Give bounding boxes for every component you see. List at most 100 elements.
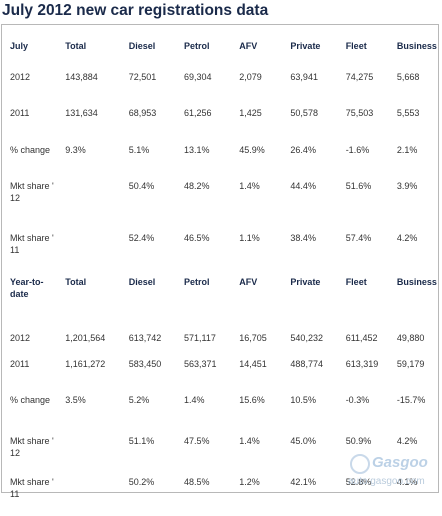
- table-cell: 540,232: [290, 333, 323, 343]
- table-cell: [57, 232, 120, 276]
- table-cell: 49,880: [396, 333, 425, 343]
- table-cell: 51.1%: [128, 436, 155, 446]
- table-cell: 571,117: [183, 333, 216, 343]
- row-label: 2012: [10, 333, 31, 343]
- table-cell: 5.2%: [128, 395, 150, 405]
- table-cell: 4.1%: [396, 477, 418, 487]
- row-label: 2011: [10, 108, 30, 118]
- table-cell: 143,884: [65, 72, 98, 82]
- table-cell: 57.4%: [345, 233, 372, 243]
- table-cell: 4.2%: [396, 436, 418, 446]
- table-cell: 16,705: [239, 333, 267, 343]
- table-cell: 59,179: [396, 359, 425, 369]
- table-cell: 74,275: [345, 72, 374, 82]
- table-header-row: Year-to-date Total Diesel Petrol AFV Pri…: [2, 276, 438, 332]
- table-cell: 10.5%: [290, 395, 316, 405]
- table-cell: 50.2%: [128, 477, 155, 487]
- table-frame: [1, 24, 439, 493]
- header-cell: Fleet: [345, 277, 367, 287]
- table-cell: -15.7%: [396, 395, 426, 405]
- table-cell: 5,553: [396, 108, 420, 118]
- table-cell: 15.6%: [239, 395, 265, 405]
- header-cell: Year-to-date: [10, 277, 44, 299]
- header-cell: Total: [65, 41, 87, 51]
- table-cell: 68,953: [128, 108, 157, 118]
- table-row: 2012 1,201,564 613,742 571,117 16,705 54…: [2, 332, 438, 358]
- row-label: 2011: [10, 359, 30, 369]
- table-cell: 50.9%: [345, 436, 372, 446]
- table-cell: 47.5%: [183, 436, 210, 446]
- table-row: % change 9.3% 5.1% 13.1% 45.9% 26.4% -1.…: [2, 144, 438, 180]
- table-cell: 563,371: [183, 359, 217, 369]
- table-header-row: July Total Diesel Petrol AFV Private Fle…: [2, 27, 438, 71]
- table-cell: 613,319: [345, 359, 379, 369]
- table-cell: 9.3%: [65, 145, 86, 155]
- table-cell: 3.5%: [65, 395, 86, 405]
- table-cell: 69,304: [183, 72, 212, 82]
- table-cell: 48.2%: [183, 181, 210, 191]
- table-cell: 50.4%: [128, 181, 155, 191]
- table-cell: 4.2%: [396, 233, 418, 243]
- table-cell: 45.0%: [290, 436, 316, 446]
- table-cell: 52.8%: [345, 477, 372, 487]
- page-title: July 2012 new car registrations data: [2, 2, 269, 19]
- table-row: Mkt share ' 11 52.4% 46.5% 1.1% 38.4% 57…: [2, 232, 438, 276]
- table-row: % change 3.5% 5.2% 1.4% 15.6% 10.5% -0.3…: [2, 394, 438, 435]
- table-cell: 51.6%: [345, 181, 372, 191]
- table-cell: 583,450: [128, 359, 162, 369]
- table-cell: 1,425: [239, 108, 262, 118]
- table-cell: 1,161,272: [65, 359, 106, 369]
- header-cell: Petrol: [183, 41, 210, 51]
- header-cell: Fleet: [345, 41, 367, 51]
- table-cell: [57, 435, 120, 476]
- row-label: % change: [10, 145, 51, 155]
- table-cell: 2.1%: [396, 145, 418, 155]
- table-cell: 61,256: [183, 108, 212, 118]
- table-cell: 3.9%: [396, 181, 418, 191]
- table-row: 2011 1,161,272 583,450 563,371 14,451 48…: [2, 358, 438, 394]
- header-cell: Business: [396, 277, 437, 287]
- table-row: 2012 143,884 72,501 69,304 2,079 63,941 …: [2, 71, 438, 107]
- header-cell: Diesel: [128, 277, 156, 287]
- table-row: 2011 131,634 68,953 61,256 1,425 50,578 …: [2, 107, 438, 144]
- table-cell: 5,668: [396, 72, 420, 82]
- table-row: Mkt share ' 12 51.1% 47.5% 1.4% 45.0% 50…: [2, 435, 438, 476]
- gasgoo-watermark: Gasgoo auto.gasgoo.com: [344, 450, 438, 490]
- header-cell: July: [10, 41, 29, 51]
- table-cell: 1.4%: [239, 436, 260, 446]
- header-cell: Business: [396, 41, 437, 51]
- table-row: Mkt share ' 12 50.4% 48.2% 1.4% 44.4% 51…: [2, 180, 438, 232]
- table-cell: 5.1%: [128, 145, 150, 155]
- table-cell: 13.1%: [183, 145, 210, 155]
- header-cell: AFV: [239, 277, 258, 287]
- row-label: 2012: [10, 72, 31, 82]
- row-label: Mkt share ' 11: [10, 477, 54, 499]
- table-cell: 1.4%: [183, 395, 205, 405]
- watermark-logo-text: Gasgoo: [372, 454, 428, 471]
- table-cell: 50,578: [290, 108, 318, 118]
- table-cell: 488,774: [290, 359, 323, 369]
- table-cell: 72,501: [128, 72, 157, 82]
- row-label: % change: [10, 395, 51, 405]
- registrations-table: July Total Diesel Petrol AFV Private Fle…: [2, 27, 438, 516]
- table-cell: 1.2%: [239, 477, 260, 487]
- header-cell: Private: [290, 41, 321, 51]
- header-cell: AFV: [239, 41, 258, 51]
- watermark-url: auto.gasgoo.com: [348, 476, 425, 487]
- table-cell: 75,503: [345, 108, 374, 118]
- table-cell: 131,634: [65, 108, 98, 118]
- header-cell: Diesel: [128, 41, 156, 51]
- table-cell: 63,941: [290, 72, 318, 82]
- header-cell: Petrol: [183, 277, 210, 287]
- table-cell: 2,079: [239, 72, 262, 82]
- table-cell: 1,201,564: [65, 333, 106, 343]
- table-cell: 48.5%: [183, 477, 210, 487]
- table-cell: [57, 180, 120, 232]
- table-cell: -0.3%: [345, 395, 370, 405]
- table-cell: 52.4%: [128, 233, 155, 243]
- gasgoo-logo-icon: [350, 454, 370, 474]
- table-cell: 45.9%: [239, 145, 265, 155]
- table-cell: -1.6%: [345, 145, 370, 155]
- table-cell: [57, 476, 120, 516]
- table-cell: 42.1%: [290, 477, 316, 487]
